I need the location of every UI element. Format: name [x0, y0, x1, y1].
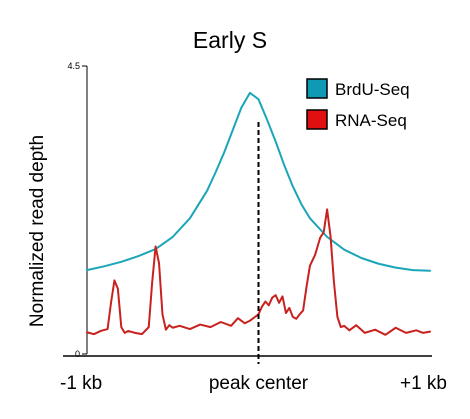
x-tick-label: peak center: [209, 373, 309, 394]
chart-title: Early S: [193, 27, 267, 53]
x-tick-label: +1 kb: [400, 373, 447, 394]
y-tick-label: 4.5: [67, 61, 80, 71]
legend-label: RNA-Seq: [335, 111, 407, 130]
x-tick-label: -1 kb: [60, 373, 102, 394]
legend: BrdU-Seq RNA-Seq: [306, 78, 410, 130]
series-line-brdu-seq: [86, 91, 431, 272]
series-line-rna-seq: [86, 208, 431, 336]
legend-swatch: [306, 109, 328, 130]
series-layer: [86, 91, 431, 364]
legend-swatch: [306, 78, 328, 99]
axes: 0 4.5 -1 kb peak center +1 kb: [60, 61, 447, 394]
legend-label: BrdU-Seq: [335, 80, 410, 99]
y-axis-label: Normalized read depth: [27, 135, 48, 327]
y-tick-label: 0: [75, 349, 80, 359]
